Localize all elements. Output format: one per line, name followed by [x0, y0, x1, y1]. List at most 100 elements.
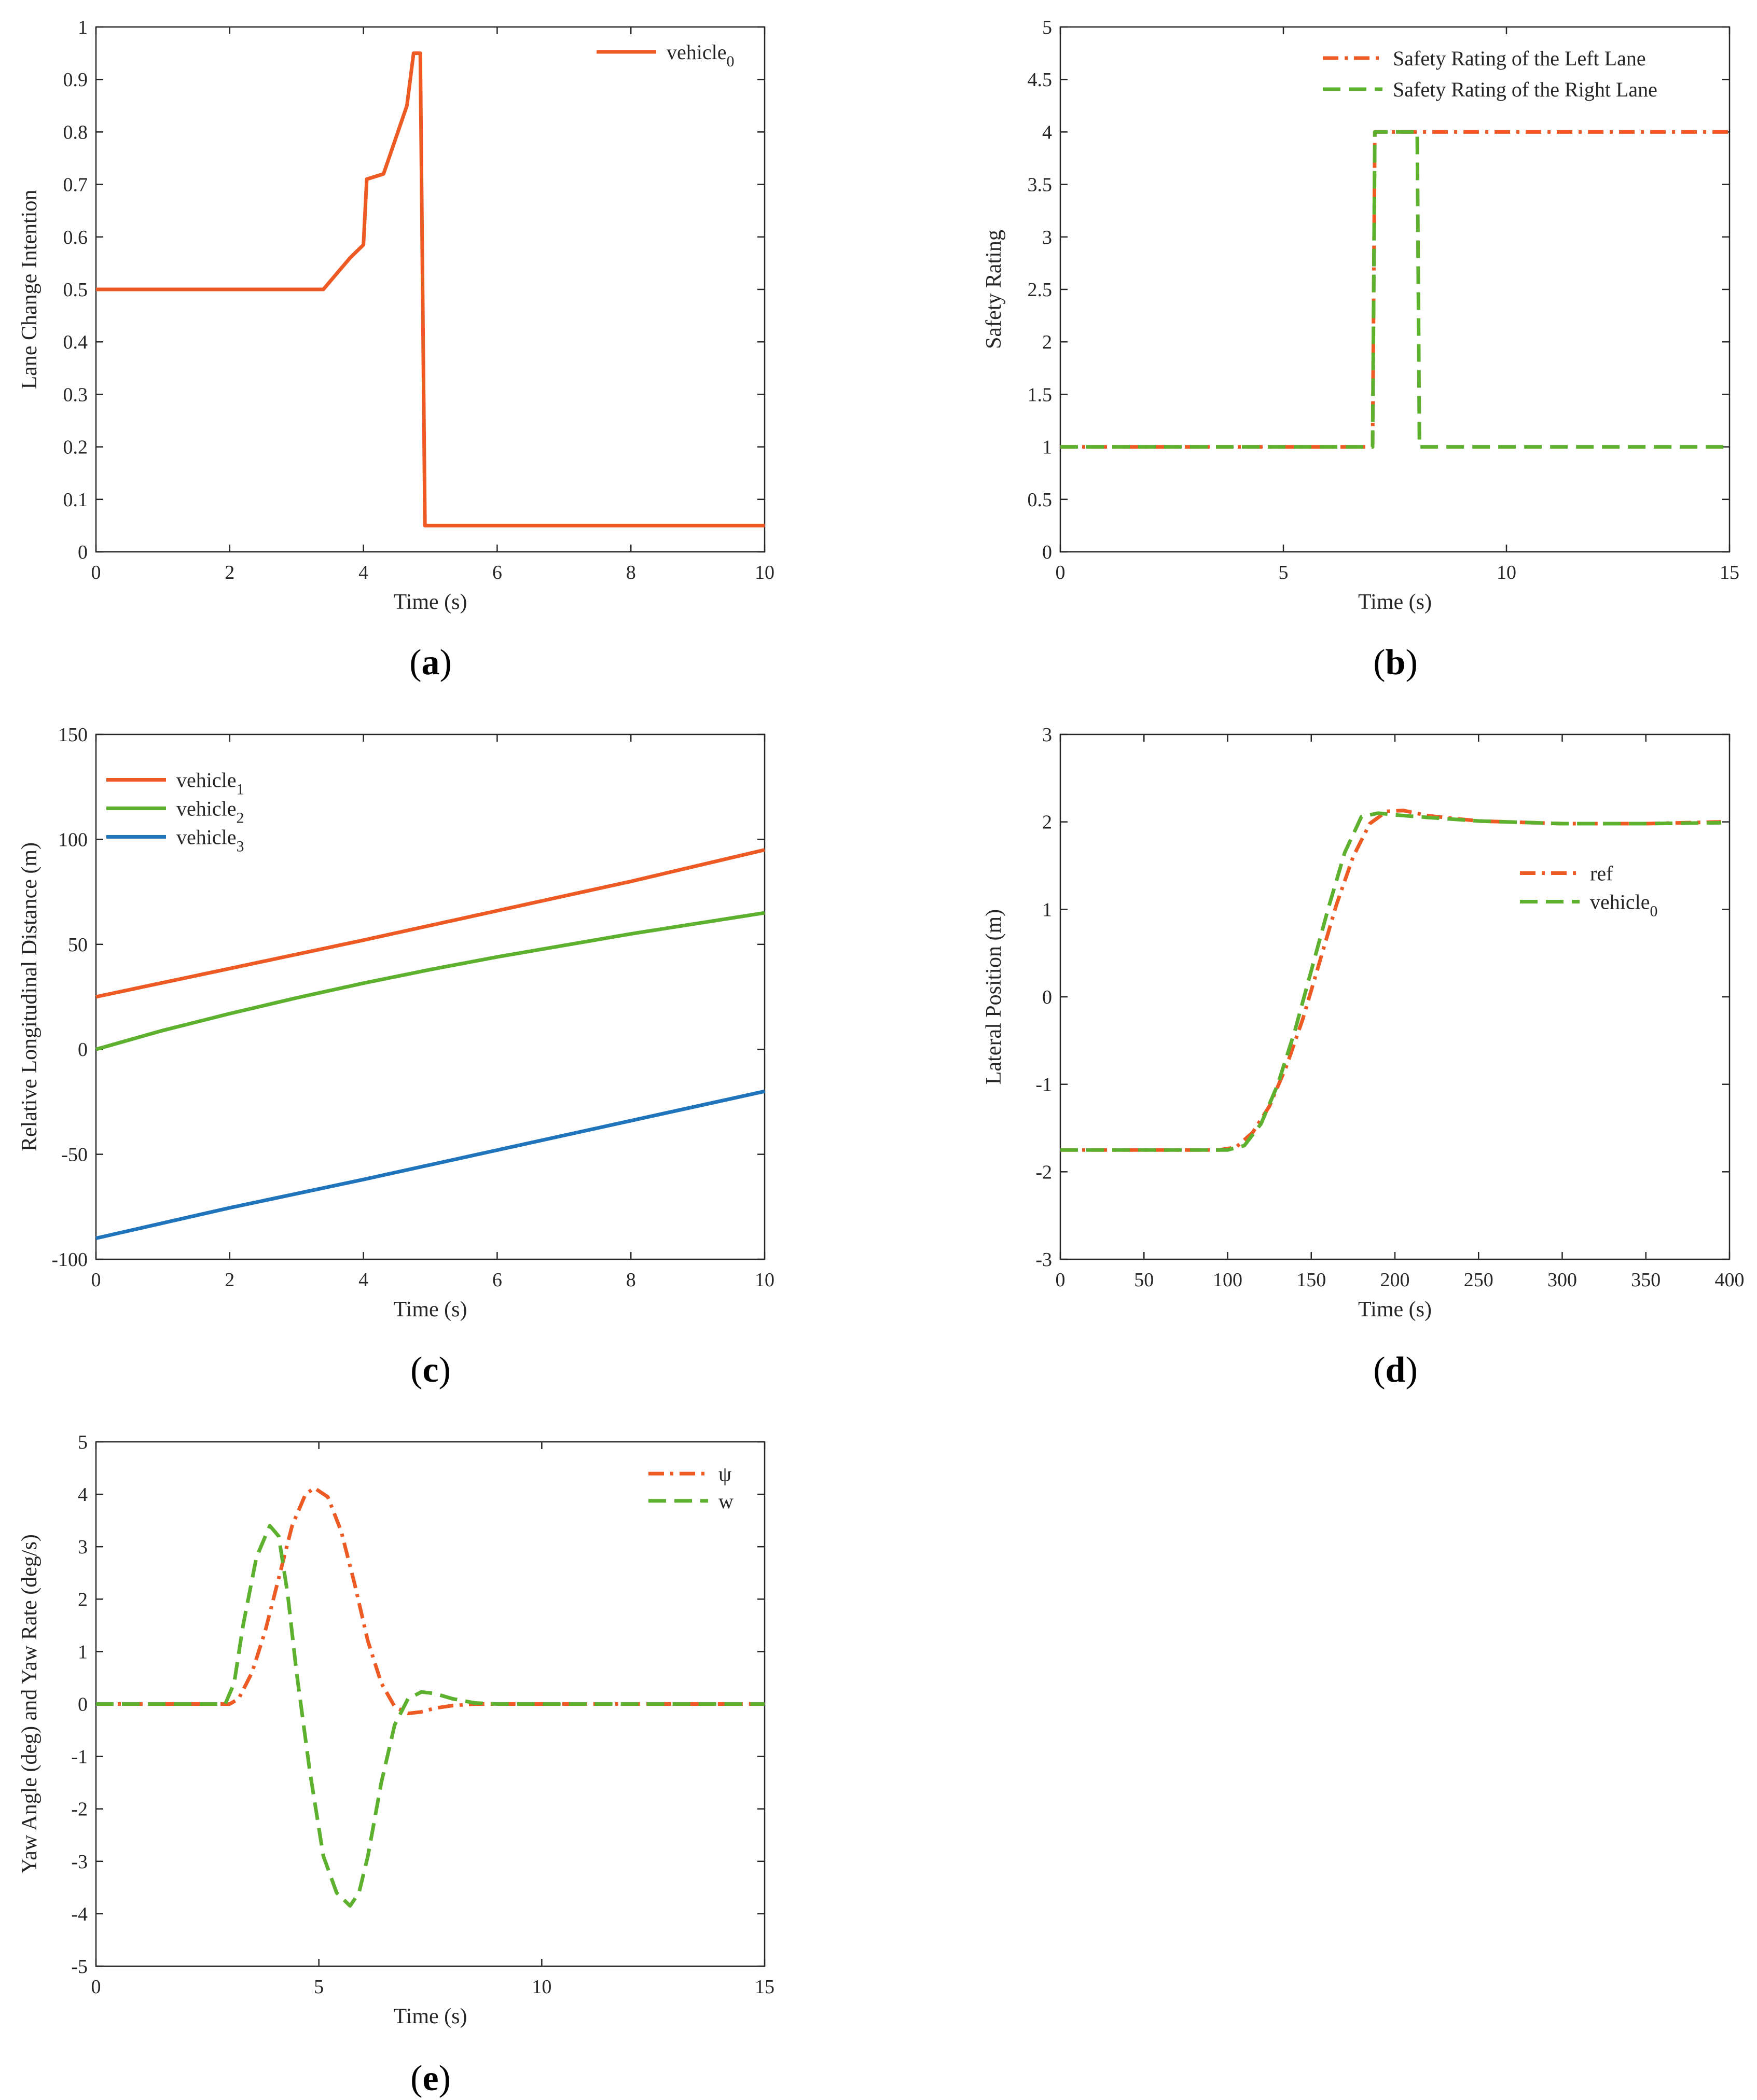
y-axis-label: Relative Longitudinal Distance (m): [18, 842, 41, 1151]
legend-label-text: vehicle: [176, 769, 237, 792]
y-tick-label: 0: [78, 541, 88, 563]
x-tick-label: 6: [492, 1269, 502, 1291]
y-tick-label: -100: [51, 1249, 88, 1271]
x-tick-label: 15: [755, 1976, 774, 1998]
y-tick-label: 3.5: [1028, 174, 1053, 196]
legend-label: vehicle2: [176, 797, 244, 827]
legend-label-text: vehicle: [667, 40, 727, 64]
y-tick-label: -50: [61, 1144, 88, 1166]
panel-label-a: (a): [409, 643, 452, 683]
y-axis-label: Lane Change Intention: [18, 190, 41, 390]
y-tick-label: -2: [1035, 1161, 1052, 1183]
legend-label-text: w: [718, 1490, 734, 1513]
series-line-d-0: [1060, 809, 1721, 1152]
y-tick-label: 1: [78, 17, 88, 38]
legend-label-text: ref: [1590, 862, 1613, 885]
legend-e: ψw: [648, 1462, 734, 1513]
x-axis-label: Time (s): [394, 590, 467, 614]
legend-label-text: vehicle: [176, 826, 237, 849]
panel-paren: ): [1405, 1350, 1417, 1390]
x-tick-label: 250: [1464, 1269, 1493, 1291]
y-tick-label: 0: [78, 1694, 88, 1716]
x-tick-label: 100: [1213, 1269, 1242, 1291]
legend-label-text: Safety Rating of the Right Lane: [1393, 78, 1657, 101]
legend-label: ψ: [718, 1462, 731, 1485]
x-tick-label: 10: [755, 562, 774, 583]
legend-label: w: [718, 1490, 734, 1513]
panel-paren: ): [1405, 643, 1417, 683]
y-tick-label: 3: [1042, 724, 1052, 746]
y-tick-label: 3: [1042, 227, 1052, 248]
x-tick-label: 50: [1134, 1269, 1154, 1291]
legend-label-text: Safety Rating of the Left Lane: [1393, 47, 1646, 70]
panel-paren: (: [410, 1350, 422, 1390]
x-tick-label: 400: [1715, 1269, 1745, 1291]
y-tick-label: 2: [78, 1589, 88, 1610]
series-line-e-1: [96, 1524, 765, 1908]
y-tick-label: 3: [78, 1536, 88, 1558]
legend-label-subscript: 0: [727, 53, 735, 70]
x-tick-label: 2: [225, 1269, 234, 1291]
y-tick-label: 5: [78, 1431, 88, 1453]
legend-label: vehicle0: [667, 40, 735, 70]
y-tick-label: 0.2: [63, 437, 88, 458]
y-tick-label: 2: [1042, 331, 1052, 353]
series-line-a-0: [96, 51, 765, 527]
y-tick-label: -5: [71, 1956, 88, 1978]
legend-label: ref: [1590, 862, 1613, 885]
legend-label: vehicle1: [176, 769, 244, 798]
y-tick-label: 0.7: [63, 174, 88, 196]
legend-d: ref vehicle0: [1520, 862, 1658, 920]
y-tick-label: -2: [71, 1799, 88, 1820]
legend-label: Safety Rating of the Left Lane: [1393, 47, 1646, 70]
y-tick-label: 0.9: [63, 69, 88, 91]
x-tick-label: 10: [1497, 562, 1516, 583]
y-tick-label: 150: [58, 724, 88, 746]
axes-box-d: [1059, 733, 1731, 1260]
x-tick-label: 0: [91, 1269, 101, 1291]
panel-label-e: (e): [410, 2059, 451, 2098]
y-tick-label: 2: [1042, 812, 1052, 833]
legend-a: vehicle0: [597, 40, 735, 70]
y-tick-label: 1: [78, 1641, 88, 1663]
y-axis-label: Safety Rating: [982, 230, 1006, 349]
panel-paren: (: [1373, 643, 1385, 683]
panel-label-b: (b): [1373, 643, 1418, 683]
panel-letter: e: [422, 2059, 438, 2098]
legend-b: Safety Rating of the Left Lane Safety Rat…: [1323, 47, 1657, 101]
chart-c: 0 2 4 6 8 10 -100 -50 0 50 100 150 Time (s) Relative …: [18, 724, 774, 1390]
legend-label-text: ψ: [718, 1462, 731, 1485]
y-tick-label: 50: [68, 934, 88, 956]
x-axis-label: Time (s): [394, 1298, 467, 1322]
legend-label-text: vehicle: [1590, 891, 1650, 914]
panel-letter: c: [422, 1350, 438, 1390]
x-tick-label: 10: [532, 1976, 551, 1998]
y-tick-label: 2.5: [1028, 279, 1053, 301]
x-tick-label: 4: [358, 562, 368, 583]
series-line-c-2: [95, 1089, 765, 1240]
panel-letter: b: [1386, 643, 1406, 683]
x-tick-label: 5: [1279, 562, 1289, 583]
x-tick-label: 150: [1296, 1269, 1326, 1291]
axes-box-b: [1059, 26, 1731, 553]
series-line-b-1: [1060, 130, 1730, 449]
y-tick-label: 0.1: [63, 489, 88, 511]
panel-letter: d: [1386, 1350, 1406, 1390]
y-axis-label: Yaw Angle (deg) and Yaw Rate (deg/s): [18, 1534, 41, 1874]
panel-paren: (: [410, 2059, 422, 2098]
x-axis-label: Time (s): [1358, 1298, 1432, 1322]
y-tick-label: 1: [1042, 899, 1052, 921]
legend-label: vehicle3: [176, 826, 244, 855]
x-tick-label: 10: [755, 1269, 774, 1291]
x-tick-label: 0: [91, 562, 101, 583]
y-tick-label: 0.4: [63, 331, 88, 353]
y-tick-label: 0: [1042, 541, 1052, 563]
legend-label-subscript: 2: [237, 810, 244, 827]
legend-label-subscript: 3: [237, 838, 244, 855]
y-tick-label: 1: [1042, 437, 1052, 458]
legend-label: vehicle0: [1590, 891, 1658, 920]
legend-label-subscript: 0: [1650, 903, 1658, 920]
panel-paren: ): [440, 643, 452, 683]
y-tick-label: 0: [1042, 986, 1052, 1008]
